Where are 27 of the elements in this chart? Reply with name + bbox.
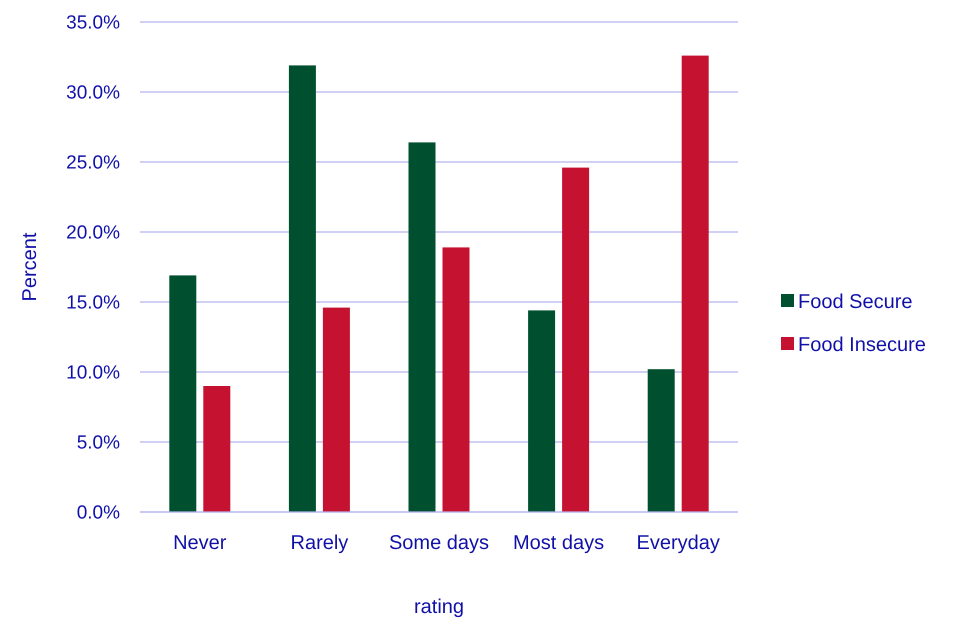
y-tick-label: 0.0% (76, 502, 120, 524)
x-tick-label: Everyday (636, 532, 720, 554)
y-axis-title: Percent (19, 232, 41, 302)
y-tick-label: 25.0% (66, 152, 120, 174)
y-tick-label: 30.0% (66, 82, 120, 104)
bar (648, 369, 675, 512)
bar (203, 386, 230, 512)
bar (408, 142, 436, 512)
y-tick-label: 5.0% (76, 432, 120, 454)
bar (528, 310, 556, 512)
y-tick-label: 15.0% (66, 292, 120, 314)
y-tick-label: 20.0% (66, 222, 120, 244)
bar (288, 65, 316, 512)
y-tick-label: 10.0% (66, 362, 120, 384)
y-tick-label: 35.0% (66, 12, 120, 34)
legend-label: Food Insecure (798, 334, 926, 356)
x-tick-label: Some days (388, 532, 490, 554)
x-tick-label: Never (173, 532, 227, 554)
x-tick-label: Rarely (290, 532, 348, 554)
bar (682, 56, 709, 512)
x-tick-label: Most days (513, 532, 604, 554)
x-axis-title: rating (414, 596, 464, 618)
bar (169, 275, 196, 512)
legend-label: Food Secure (798, 291, 913, 313)
bar (562, 168, 590, 512)
bar (442, 247, 470, 512)
bar (322, 308, 350, 512)
